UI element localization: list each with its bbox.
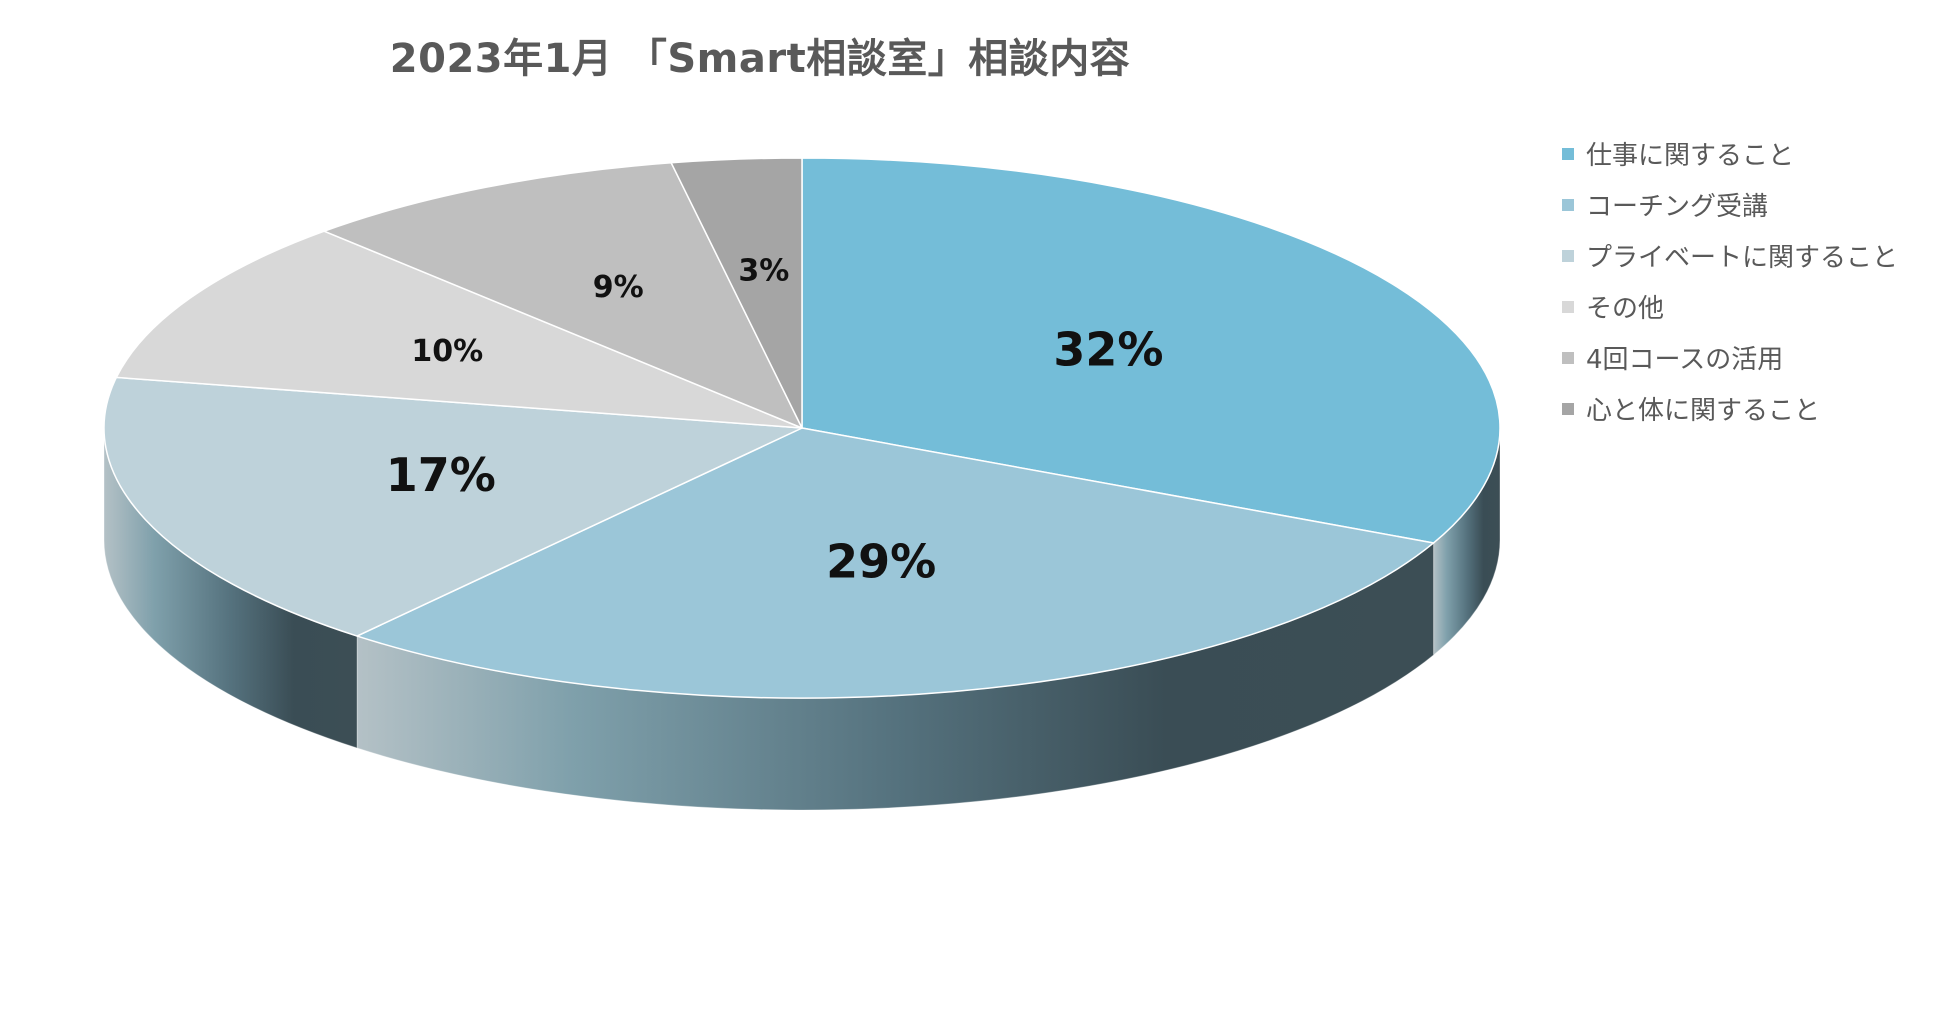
slice-1-label: 32% (1053, 322, 1163, 376)
slice-1-wedge (801, 157, 1501, 544)
legend-item-6: 心と体に関すること (1562, 383, 1898, 434)
legend-label: プライベートに関すること (1586, 243, 1899, 273)
slice-4-wedge (115, 230, 803, 429)
legend-swatch (1562, 198, 1574, 211)
pie-side-walls (103, 427, 1501, 811)
slice-6-wedge (670, 157, 803, 429)
legend-item-4: その他 (1562, 281, 1898, 332)
slice-3-label: 17% (386, 448, 496, 502)
slice-2-label: 29% (826, 535, 936, 589)
chart-title: 2023年1月 「Smart相談室」相談内容 (389, 36, 1131, 82)
legend-item-5: 4回コースの活用 (1562, 332, 1898, 383)
slice-3-wedge (103, 376, 803, 637)
legend-swatch (1562, 402, 1574, 415)
slice-4-label: 10% (411, 334, 483, 369)
legend-swatch (1562, 249, 1574, 262)
legend-item-2: コーチング受講 (1562, 179, 1898, 230)
legend-item-1: 仕事に関すること (1562, 128, 1898, 179)
legend-label: その他 (1586, 294, 1665, 324)
slice-5-wedge (323, 162, 803, 429)
slice-2-wedge (356, 427, 1435, 699)
legend-label: 仕事に関すること (1586, 141, 1795, 171)
legend-label: 4回コースの活用 (1586, 345, 1784, 375)
legend-label: コーチング受講 (1586, 192, 1769, 222)
legend-label: 心と体に関すること (1586, 396, 1821, 426)
pie-top-faces (103, 157, 1501, 699)
slice-5-label: 9% (593, 270, 644, 305)
legend-item-3: プライベートに関すること (1562, 230, 1898, 281)
pie-data-labels: 32% 29% 17% 10% 9% 3% (386, 254, 1164, 589)
legend: 仕事に関すること コーチング受講プライベートに関すること その他 4回コースの活用心と… (1562, 128, 1898, 434)
legend-swatch (1562, 147, 1574, 160)
slice-6-label: 3% (738, 254, 789, 289)
legend-swatch (1562, 351, 1574, 364)
legend-swatch (1562, 300, 1574, 313)
